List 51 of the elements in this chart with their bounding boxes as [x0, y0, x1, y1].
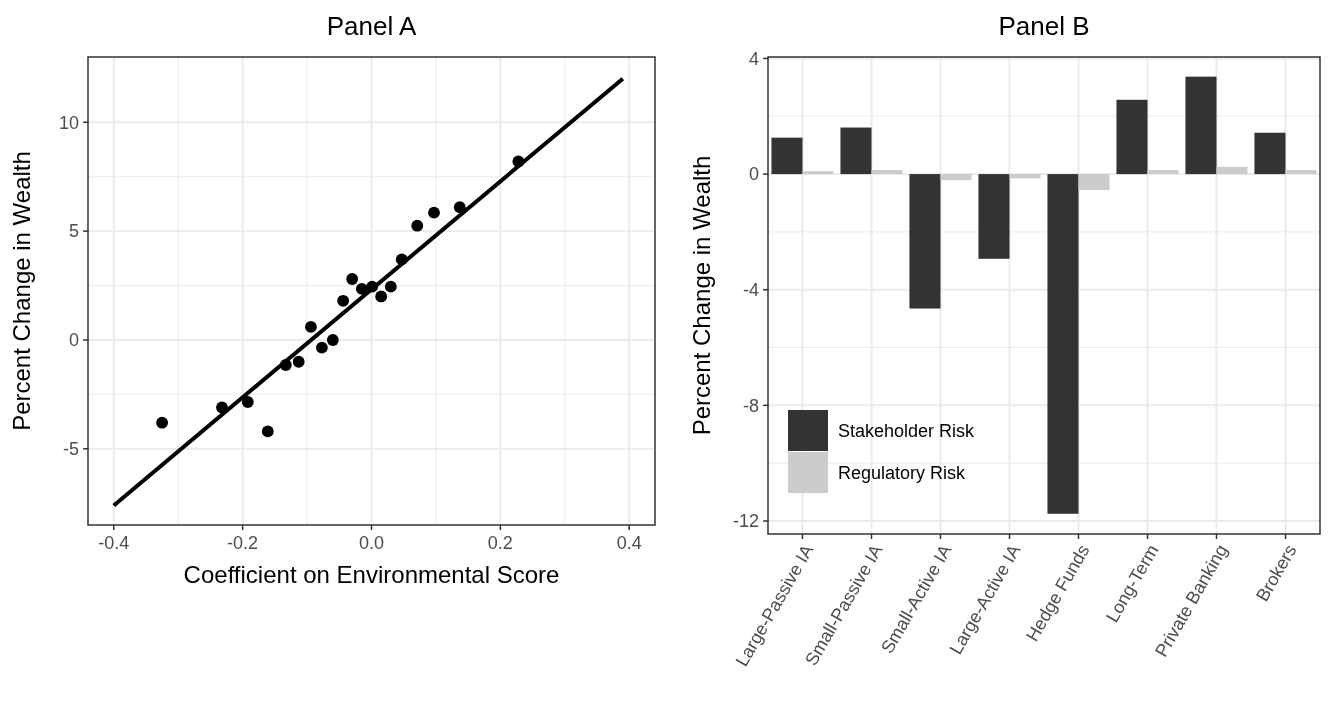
bar [978, 174, 1010, 259]
point [375, 290, 388, 303]
point [346, 273, 359, 285]
y-tick-label: 0 [68, 330, 79, 351]
point [326, 334, 339, 346]
point [411, 219, 424, 232]
x-tick-label: -0.4 [98, 533, 130, 553]
bar [1185, 76, 1217, 175]
y-tick-label: -8 [742, 395, 759, 416]
bar [802, 171, 834, 175]
y-axis-title: Percent Change in Wealth [688, 155, 715, 436]
point [305, 321, 317, 333]
bar [1078, 174, 1110, 190]
chart-title: Panel A [326, 11, 417, 41]
y-tick-label: -4 [742, 280, 759, 301]
x-tick-label: 0.2 [487, 533, 513, 553]
chart-title: Panel B [998, 11, 1090, 41]
bar [1147, 170, 1179, 175]
point [156, 416, 169, 429]
y-tick-label: 5 [68, 221, 79, 242]
point [315, 341, 328, 354]
x-axis-title: Coefficient on Environmental Score [183, 561, 560, 588]
bar [940, 174, 972, 181]
point [292, 355, 305, 368]
point [384, 280, 397, 293]
y-tick-label: -5 [62, 439, 79, 460]
point [241, 396, 254, 408]
y-tick-label: -12 [732, 511, 759, 532]
point [453, 201, 466, 214]
y-tick-label: 4 [748, 48, 759, 69]
point [337, 294, 350, 307]
bar [1254, 132, 1286, 175]
legend-label: Stakeholder Risk [838, 421, 976, 442]
bar [771, 137, 803, 175]
legend-label: Regulatory Risk [838, 463, 967, 484]
bar [1047, 174, 1079, 514]
bar [840, 127, 872, 175]
bar [1285, 170, 1317, 175]
bar [871, 170, 903, 175]
y-tick-label: 10 [58, 112, 79, 133]
y-axis-title: Percent Change in Wealth [8, 151, 35, 431]
bar [1216, 166, 1248, 175]
x-tick-label: 0.4 [616, 533, 642, 553]
bar [1116, 99, 1148, 175]
point [428, 206, 440, 219]
bar [909, 174, 941, 309]
x-tick-label: -0.2 [227, 533, 259, 553]
point [261, 425, 274, 438]
bar [1009, 174, 1041, 179]
x-tick-label: 0.0 [358, 533, 385, 553]
y-tick-label: 0 [748, 164, 759, 185]
